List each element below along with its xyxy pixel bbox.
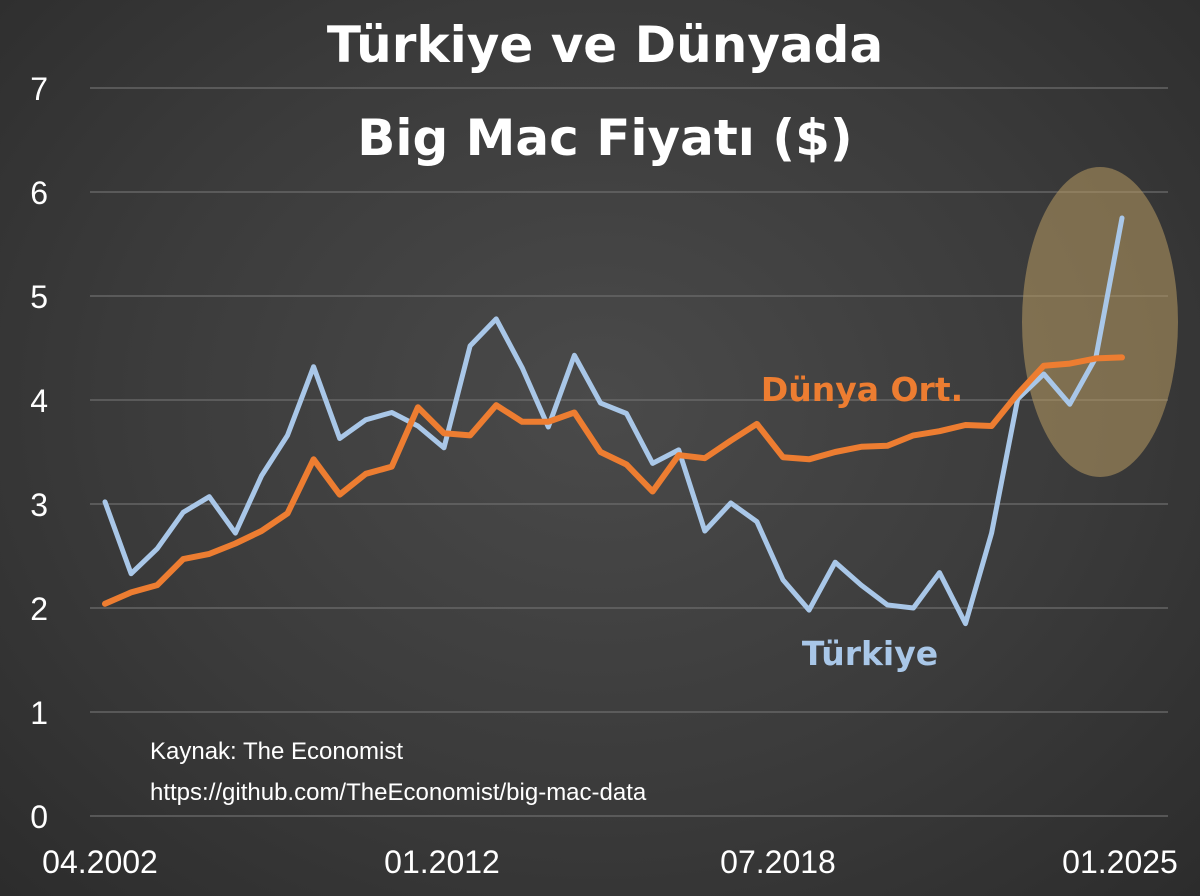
x-tick-label: 07.2018	[720, 844, 836, 880]
series-lines	[102, 215, 1125, 627]
y-tick-label: 3	[30, 487, 48, 523]
source-label: Kaynak: The Economist	[150, 738, 403, 765]
y-tick-label: 7	[30, 71, 48, 107]
x-tick-label: 01.2012	[384, 844, 500, 880]
y-tick-label: 4	[30, 383, 48, 419]
y-tick-label: 2	[30, 591, 48, 627]
x-tick-label: 04.2002	[42, 844, 158, 880]
y-tick-label: 0	[30, 799, 48, 835]
series-label-world: Dünya Ort.	[761, 370, 963, 409]
x-tick-label: 01.2025	[1062, 844, 1178, 880]
y-tick-label: 5	[30, 279, 48, 315]
series-line-world-average	[102, 354, 1125, 607]
series-line-turkiye	[102, 215, 1125, 627]
chart-title-line1: Türkiye ve Dünyada	[327, 16, 883, 74]
chart-title-line2: Big Mac Fiyatı ($)	[357, 109, 853, 167]
gridlines	[90, 87, 1168, 817]
y-tick-label: 6	[30, 175, 48, 211]
y-tick-label: 1	[30, 695, 48, 731]
series-label-turkiye: Türkiye	[802, 634, 938, 673]
x-axis-ticks: 04.2002 01.2012 07.2018 01.2025	[42, 844, 1178, 880]
source-url: https://github.com/TheEconomist/big-mac-…	[150, 779, 647, 806]
y-axis-ticks: 0 1 2 3 4 5 6 7	[30, 71, 48, 835]
